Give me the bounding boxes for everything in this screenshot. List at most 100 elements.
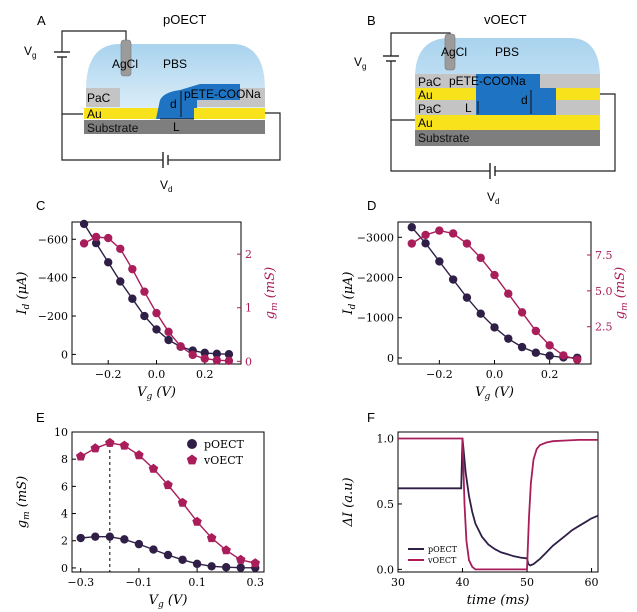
x-tick-label: 50	[520, 576, 534, 589]
panel-letter: E	[36, 410, 45, 425]
data-point	[119, 440, 130, 450]
data-point	[462, 239, 472, 248]
x-tick-label: −0.1	[126, 576, 153, 589]
legend-label: pOECT	[204, 438, 245, 451]
panel-a-title: pOECT	[163, 12, 206, 27]
l-label: L	[173, 120, 180, 134]
pac-middle-label: PaC	[418, 102, 442, 116]
x-axis-label-main: V	[137, 385, 148, 400]
series-line-y2	[83, 236, 229, 362]
data-point	[188, 350, 197, 360]
panel-b-letter: B	[367, 13, 376, 28]
series-line-pOECT	[398, 438, 599, 567]
vg-label: Vg	[24, 44, 36, 60]
x-axis-label: Vg (V)	[475, 385, 514, 402]
legend-marker	[186, 454, 198, 465]
pac-layer-left	[86, 88, 120, 107]
panel-a-letter: A	[37, 13, 46, 28]
x-axis-label-main: V	[149, 593, 160, 608]
data-point	[435, 257, 444, 266]
polymer-channel	[476, 74, 556, 115]
data-point	[116, 244, 125, 253]
x-axis-label: Vg (V)	[149, 593, 188, 610]
panel-letter: D	[367, 198, 376, 213]
au-top-label: Au	[418, 88, 433, 102]
data-point	[421, 239, 430, 248]
y2-axis-label-unit: (mS)	[613, 267, 628, 303]
data-point	[128, 264, 137, 274]
plot-frame	[397, 431, 599, 573]
series-line-y2	[411, 229, 578, 361]
data-point	[164, 335, 173, 345]
vd-label: Vd	[160, 178, 172, 194]
y-tick-label: 10	[54, 426, 68, 439]
substrate-layer	[415, 130, 600, 146]
data-point	[531, 348, 541, 357]
data-point	[176, 342, 185, 351]
data-point	[421, 230, 430, 240]
y-tick-label: −600	[38, 233, 68, 246]
y-axis-label: Id (μA)	[15, 271, 32, 315]
y-tick-label: −2000	[357, 272, 394, 285]
data-point	[224, 356, 234, 365]
data-point	[517, 308, 527, 317]
y-tick-label: 1.0	[377, 433, 395, 446]
data-point	[120, 535, 129, 544]
data-point	[192, 559, 202, 569]
data-point	[178, 555, 187, 564]
data-point	[90, 443, 100, 453]
x-axis-label-unit: (V)	[490, 385, 514, 400]
y2-tick-label: 7.5	[595, 249, 613, 262]
data-point	[207, 562, 216, 571]
y2-axis-label: gm (mS)	[263, 267, 280, 319]
x-tick-label: 60	[585, 576, 599, 589]
agcl-label: AgCl	[112, 57, 138, 71]
data-point	[435, 226, 444, 235]
data-point	[76, 533, 85, 543]
data-point	[164, 327, 173, 337]
data-point	[140, 311, 149, 321]
y2-tick-label: 2.5	[595, 321, 613, 334]
vg-label: Vg	[354, 55, 366, 71]
y2-axis-label-unit: (mS)	[263, 267, 278, 303]
data-point	[250, 558, 260, 568]
data-point	[91, 232, 101, 242]
data-point	[504, 289, 513, 298]
data-point	[177, 497, 188, 507]
substrate-label: Substrate	[87, 121, 139, 135]
data-point	[490, 323, 499, 332]
y2-axis-label-main: g	[613, 311, 628, 319]
legend-marker	[187, 439, 197, 449]
pbs-label: PBS	[163, 57, 187, 71]
data-point	[128, 294, 137, 303]
data-point	[76, 451, 86, 461]
panel-b-schematic: B vOECT AgCl PBS PaC Au PaC Au Substrate…	[354, 12, 616, 206]
x-tick-label: 0.3	[247, 576, 265, 589]
data-point	[476, 253, 485, 263]
polymer-label: pETE-COONa	[449, 74, 526, 88]
data-point	[192, 516, 202, 526]
drain-wire-right	[495, 93, 616, 172]
data-point	[545, 341, 554, 350]
y2-tick-label: 2	[245, 248, 252, 261]
d-label: d	[521, 93, 528, 107]
x-axis-label-main: V	[475, 385, 486, 400]
data-point	[152, 308, 161, 318]
y-tick-label: −3000	[357, 231, 394, 244]
d-label: d	[170, 97, 177, 111]
data-point	[221, 563, 231, 572]
data-point	[448, 229, 458, 238]
au-bottom-label: Au	[418, 116, 433, 130]
polymer-channel	[156, 84, 240, 119]
au-source	[84, 108, 160, 119]
panel-b-title: vOECT	[484, 12, 527, 27]
data-point	[134, 450, 144, 460]
vd-label: Vd	[487, 190, 499, 206]
chart-f: F 30 40 50 60 0.0 0.5 1.0 time (ms) ΔI (a.u) pOECT…	[341, 410, 599, 608]
x-axis-label-unit: (V)	[164, 593, 188, 608]
data-point	[490, 270, 499, 280]
y2-tick-label: 5.0	[595, 285, 613, 298]
y-tick-label: 0	[387, 352, 394, 365]
data-point	[152, 325, 161, 334]
data-point	[236, 554, 246, 564]
